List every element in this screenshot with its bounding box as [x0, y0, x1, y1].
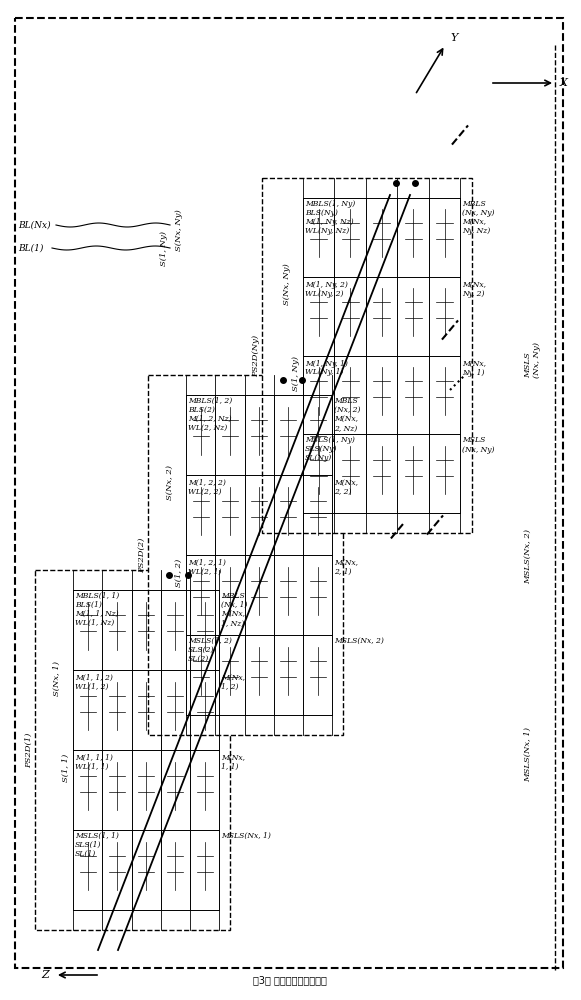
Text: MBLS
(Nx, 2)
M(Nx,
2, Nz): MBLS (Nx, 2) M(Nx, 2, Nz): [333, 397, 360, 432]
Text: BLS(2): BLS(2): [188, 406, 215, 414]
Text: M(1, 2, 1): M(1, 2, 1): [188, 559, 226, 567]
Bar: [262, 178, 472, 533]
Text: M(Nx,
2, 1): M(Nx, 2, 1): [333, 559, 358, 576]
Text: SLS(Ny): SLS(Ny): [305, 445, 338, 453]
Text: S(Nx, Ny): S(Nx, Ny): [175, 209, 183, 251]
Text: MSLS(1, Ny): MSLS(1, Ny): [305, 436, 355, 444]
Text: M(1, 1, 1): M(1, 1, 1): [75, 754, 113, 762]
Bar: [148, 375, 343, 735]
Text: M(Nx,
Ny, 1): M(Nx, Ny, 1): [462, 360, 486, 377]
Text: MSLS(Nx, 1): MSLS(Nx, 1): [221, 832, 271, 840]
Text: MBLS(1, 2): MBLS(1, 2): [188, 397, 232, 405]
Text: S(Nx, 1): S(Nx, 1): [53, 660, 61, 696]
Text: WL(Ny, 1): WL(Ny, 1): [305, 368, 343, 376]
Text: M(1, 2, Nz): M(1, 2, Nz): [188, 415, 232, 423]
Text: S(1, Ny): S(1, Ny): [160, 231, 168, 265]
Text: S(Nx, 2): S(Nx, 2): [166, 466, 174, 500]
Text: X: X: [560, 78, 568, 88]
Text: M(Nx,
1, 2): M(Nx, 1, 2): [221, 674, 245, 691]
Text: S(1, 2): S(1, 2): [175, 559, 183, 587]
Text: Z: Z: [41, 970, 49, 980]
Text: MSLS(Nx, 2): MSLS(Nx, 2): [333, 637, 383, 645]
Text: MBLS(1, Ny): MBLS(1, Ny): [305, 200, 355, 208]
Text: SL(Ny): SL(Ny): [305, 454, 332, 462]
Text: WL(2, 2): WL(2, 2): [188, 488, 221, 496]
Text: BLS(1): BLS(1): [75, 601, 102, 609]
Text: S(1, Ny): S(1, Ny): [292, 356, 300, 391]
Text: MSLS
(Nx, Ny): MSLS (Nx, Ny): [462, 436, 494, 454]
Text: PS2D(2): PS2D(2): [138, 537, 146, 573]
Text: SL(2): SL(2): [188, 655, 209, 663]
Text: WL(2, 1): WL(2, 1): [188, 568, 221, 576]
Text: M(1, 2, 2): M(1, 2, 2): [188, 479, 226, 487]
Text: PS2D(Ny): PS2D(Ny): [252, 334, 260, 377]
Text: WL(2, Nz): WL(2, Nz): [188, 424, 227, 432]
Text: M(1, 1, Nz): M(1, 1, Nz): [75, 610, 119, 618]
Text: Y: Y: [450, 33, 457, 43]
Text: BL(Nx): BL(Nx): [18, 221, 51, 230]
Text: S(1, 1): S(1, 1): [62, 754, 70, 782]
Text: SLS(1): SLS(1): [75, 841, 102, 849]
Text: M(Nx,
1, 1): M(Nx, 1, 1): [221, 754, 245, 771]
Text: SL(1): SL(1): [75, 850, 96, 858]
Text: MSLS(Nx, 2): MSLS(Nx, 2): [524, 530, 532, 584]
Text: WL(Ny, 2): WL(Ny, 2): [305, 290, 343, 298]
Text: MBLS
(Nx, Ny)
M(Nx,
Ny, Nz): MBLS (Nx, Ny) M(Nx, Ny, Nz): [462, 200, 494, 235]
Text: BL(1): BL(1): [18, 243, 44, 252]
Text: M(Nx,
2, 2): M(Nx, 2, 2): [333, 479, 358, 496]
Text: M(Nx,
Ny, 2): M(Nx, Ny, 2): [462, 281, 486, 298]
Text: MSLS
(Nx, Ny): MSLS (Nx, Ny): [524, 342, 541, 378]
Text: MSLS(Nx, 1): MSLS(Nx, 1): [524, 728, 532, 782]
Text: 第3图 一种闪存储器展示图: 第3图 一种闪存储器展示图: [253, 975, 327, 985]
Text: WL(1, 1): WL(1, 1): [75, 763, 109, 771]
Text: SLS(2): SLS(2): [188, 646, 214, 654]
Text: MBLS(1, 1): MBLS(1, 1): [75, 592, 119, 600]
Text: M(1, Ny, 2): M(1, Ny, 2): [305, 281, 348, 289]
Text: M(1, Ny, 1): M(1, Ny, 1): [305, 360, 348, 367]
Text: WL(Ny, Nz): WL(Ny, Nz): [305, 227, 349, 235]
Text: MSLS(1, 1): MSLS(1, 1): [75, 832, 119, 840]
Text: PS2D(1): PS2D(1): [25, 732, 33, 768]
Text: M(1, 1, 2): M(1, 1, 2): [75, 674, 113, 682]
Text: MBLS
(Nx, 1)
M(Nx,
1, Nz): MBLS (Nx, 1) M(Nx, 1, Nz): [221, 592, 248, 627]
Text: WL(1, Nz): WL(1, Nz): [75, 619, 114, 627]
Text: M(1, Ny, Nz): M(1, Ny, Nz): [305, 218, 354, 226]
Bar: [35, 570, 230, 930]
Text: WL(1, 2): WL(1, 2): [75, 683, 109, 691]
Text: BLS(Ny): BLS(Ny): [305, 209, 338, 217]
Text: S(Nx, Ny): S(Nx, Ny): [283, 264, 291, 305]
Text: MSLS(1, 2): MSLS(1, 2): [188, 637, 232, 645]
